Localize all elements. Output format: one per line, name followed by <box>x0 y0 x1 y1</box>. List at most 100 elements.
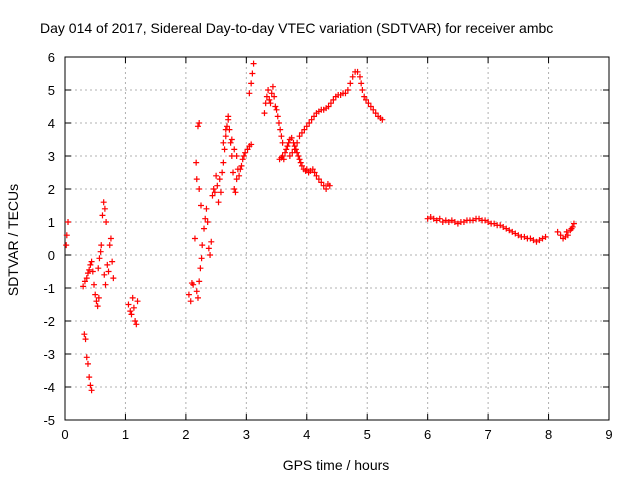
data-point <box>231 146 238 153</box>
y-tick-label: 3 <box>48 149 55 164</box>
data-point <box>311 113 318 120</box>
data-point <box>295 153 302 159</box>
data-point <box>445 219 452 225</box>
data-point <box>275 120 282 126</box>
data-point <box>356 73 363 80</box>
data-point <box>303 123 310 130</box>
data-point <box>190 281 197 288</box>
data-point <box>100 199 107 206</box>
data-point <box>207 252 214 258</box>
y-tick-label: -5 <box>43 413 55 428</box>
x-tick-label: 7 <box>484 427 491 442</box>
data-point <box>227 139 234 146</box>
data-point <box>87 261 94 268</box>
data-point <box>436 215 443 222</box>
data-point <box>539 235 546 242</box>
data-point <box>220 139 227 146</box>
y-tick-label: -2 <box>43 314 55 329</box>
data-point <box>198 255 205 262</box>
data-point <box>88 387 95 394</box>
data-point <box>277 126 284 133</box>
data-point <box>194 123 201 130</box>
data-point <box>86 266 93 273</box>
data-point <box>570 220 577 227</box>
data-point <box>208 238 215 245</box>
data-point <box>442 217 449 224</box>
data-point <box>101 271 108 278</box>
data-point <box>323 186 330 192</box>
data-point <box>204 219 211 225</box>
data-point <box>231 186 238 192</box>
data-point <box>125 301 132 308</box>
data-point <box>250 60 257 67</box>
x-tick-label: 8 <box>545 427 552 442</box>
x-tick-label: 4 <box>303 427 310 442</box>
data-point <box>454 220 461 227</box>
data-point <box>193 288 200 295</box>
data-point <box>201 225 208 232</box>
data-point <box>222 133 229 140</box>
data-point <box>236 172 243 179</box>
data-point <box>363 96 370 103</box>
data-point <box>325 103 332 110</box>
data-point <box>527 235 534 242</box>
data-point <box>105 268 112 275</box>
data-point <box>497 222 504 229</box>
y-tick-label: -3 <box>43 347 55 362</box>
data-point <box>291 146 298 153</box>
data-point <box>205 245 212 252</box>
data-point <box>568 225 575 232</box>
data-point <box>485 219 492 225</box>
data-point <box>187 298 194 305</box>
data-points <box>63 60 577 394</box>
data-point <box>273 106 280 113</box>
data-point <box>303 166 310 173</box>
y-tick-label: -1 <box>43 281 55 296</box>
data-point <box>221 146 228 153</box>
data-point <box>279 139 286 146</box>
data-point <box>509 228 516 235</box>
data-point <box>215 199 222 206</box>
data-point <box>132 318 139 324</box>
data-point <box>358 80 365 87</box>
data-point <box>244 146 251 153</box>
y-tick-label: 1 <box>48 215 55 230</box>
x-tick-label: 6 <box>424 427 431 442</box>
data-point <box>81 331 88 338</box>
data-point <box>433 217 440 224</box>
data-point <box>127 308 134 315</box>
x-tick-label: 9 <box>605 427 612 442</box>
data-point <box>500 223 507 230</box>
data-point <box>185 291 192 298</box>
data-point <box>248 141 255 148</box>
data-point <box>128 311 135 318</box>
data-point <box>213 172 220 179</box>
data-point <box>288 134 295 141</box>
data-point <box>370 106 377 113</box>
data-point <box>342 90 349 97</box>
data-point <box>308 116 315 123</box>
data-point <box>506 227 513 234</box>
data-point <box>103 219 110 225</box>
data-point <box>311 169 318 176</box>
data-point <box>237 166 244 173</box>
data-point <box>286 153 293 159</box>
data-point <box>365 100 372 107</box>
data-point <box>372 110 379 117</box>
data-point <box>202 215 209 222</box>
data-point <box>106 242 113 249</box>
data-point <box>347 80 354 87</box>
data-point <box>193 176 200 183</box>
data-point <box>530 237 537 244</box>
data-point <box>284 143 291 150</box>
data-point <box>91 281 98 288</box>
data-point <box>97 248 104 255</box>
data-point <box>536 237 543 244</box>
grid <box>65 57 609 420</box>
data-point <box>104 261 111 268</box>
data-point <box>94 303 101 310</box>
data-point <box>280 156 287 163</box>
data-point <box>233 153 240 159</box>
data-point <box>102 281 109 288</box>
